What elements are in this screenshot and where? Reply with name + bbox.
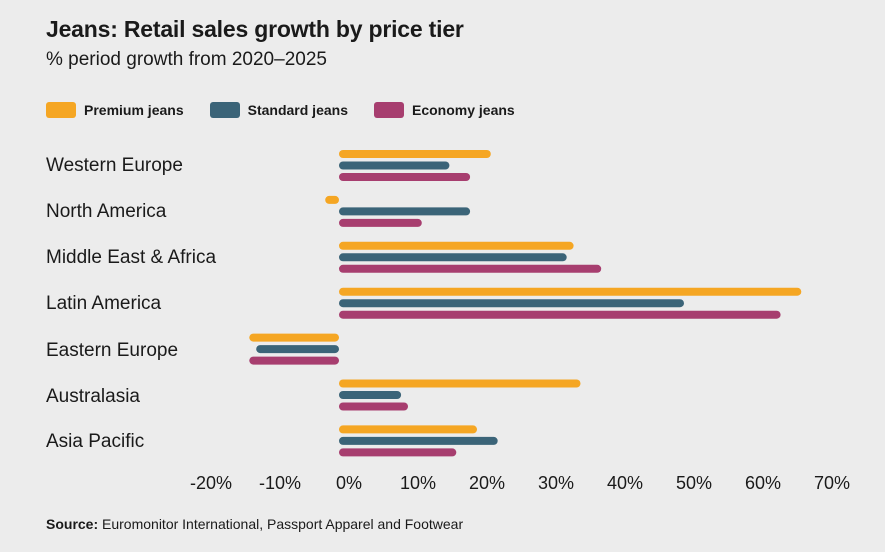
x-tick-label: 0%: [336, 473, 362, 493]
chart-title: Jeans: Retail sales growth by price tier: [46, 16, 464, 42]
chart-subtitle: % period growth from 2020–2025: [46, 49, 327, 70]
bar-standard-jeans-australasia: [339, 391, 402, 399]
x-tick-label: 30%: [538, 473, 574, 493]
legend: Premium jeans Standard jeans Economy jea…: [46, 102, 541, 118]
x-tick-label: 10%: [400, 473, 436, 493]
category-label-middle-east-africa: Middle East & Africa: [46, 247, 217, 268]
bar-economy-jeans-latin-america: [339, 310, 781, 319]
bar-economy-jeans-asia-pacific: [339, 448, 457, 457]
bar-economy-jeans-middle-east-africa: [339, 264, 602, 273]
x-tick-label: -10%: [259, 473, 301, 493]
bar-standard-jeans-eastern-europe: [256, 345, 339, 354]
legend-label-economy: Economy jeans: [411, 102, 515, 118]
x-tick-label: 60%: [745, 473, 781, 493]
bar-economy-jeans-australasia: [339, 402, 408, 411]
category-label-eastern-europe: Eastern Europe: [46, 340, 179, 361]
category-label-asia-pacific: Asia Pacific: [46, 431, 145, 452]
category-label-western-europe: Western Europe: [46, 155, 183, 176]
legend-swatch-premium: [46, 102, 76, 118]
legend-label-standard: Standard jeans: [247, 102, 348, 118]
x-tick-label: 70%: [814, 473, 850, 493]
x-tick-label: -20%: [190, 473, 232, 493]
source-text: Euromonitor International, Passport Appa…: [102, 516, 464, 532]
bar-economy-jeans-eastern-europe: [249, 356, 339, 365]
x-tick-label: 20%: [469, 473, 505, 493]
legend-item-premium: Premium jeans: [46, 102, 184, 118]
legend-swatch-standard: [209, 102, 240, 118]
legend-swatch-economy: [373, 102, 404, 118]
category-label-australasia: Australasia: [46, 386, 140, 407]
bar-economy-jeans-north-america: [339, 218, 422, 227]
bar-premium-jeans-latin-america: [339, 287, 802, 296]
bar-standard-jeans-asia-pacific: [339, 436, 498, 445]
x-tick-label: 50%: [676, 473, 712, 493]
bar-premium-jeans-eastern-europe: [249, 333, 339, 342]
legend-item-standard: Standard jeans: [209, 102, 348, 118]
legend-item-economy: Economy jeans: [373, 102, 515, 118]
bar-premium-jeans-asia-pacific: [339, 425, 477, 434]
bar-premium-jeans-north-america: [325, 195, 339, 204]
category-label-north-america: North America: [46, 201, 167, 222]
bar-premium-jeans-middle-east-africa: [339, 241, 574, 250]
legend-label-premium: Premium jeans: [84, 102, 184, 118]
bar-standard-jeans-latin-america: [339, 299, 684, 308]
source-label: Source:: [46, 516, 99, 532]
bar-standard-jeans-north-america: [339, 207, 471, 216]
bar-standard-jeans-western-europe: [339, 161, 450, 170]
x-tick-label: 40%: [607, 473, 643, 493]
bar-premium-jeans-western-europe: [339, 150, 491, 158]
bar-standard-jeans-middle-east-africa: [339, 253, 567, 262]
bar-economy-jeans-western-europe: [339, 173, 471, 181]
bar-premium-jeans-australasia: [339, 379, 581, 388]
source-note: Source: Euromonitor International, Passp…: [46, 516, 463, 532]
category-label-latin-america: Latin America: [46, 293, 162, 314]
